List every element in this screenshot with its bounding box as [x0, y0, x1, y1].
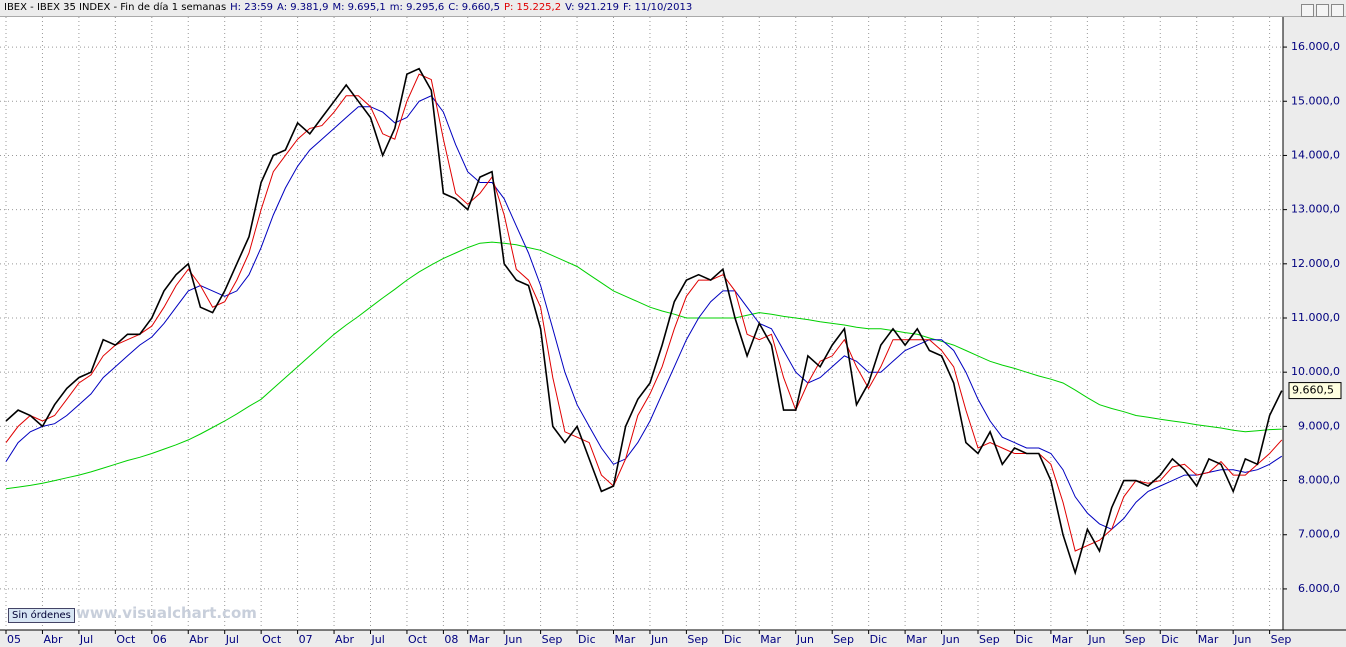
y-tick-label: 10.000,0 [1291, 365, 1340, 378]
x-tick-label: Mar [1198, 633, 1219, 646]
x-tick-label: Sep [833, 633, 854, 646]
x-tick-label: Jul [225, 633, 239, 646]
x-tick-label: 05 [7, 633, 21, 646]
header-bar: IBEX - IBEX 35 INDEX - Fin de día 1 sema… [0, 0, 1346, 17]
x-tick-label: Jun [942, 633, 960, 646]
x-tick-label: Jun [1233, 633, 1251, 646]
x-tick-label: Dic [1015, 633, 1033, 646]
x-tick-label: Abr [189, 633, 209, 646]
x-tick-label: Dic [870, 633, 888, 646]
x-tick-label: Jul [371, 633, 385, 646]
x-tick-label: Jun [1087, 633, 1105, 646]
header-field: A: 9.381,9 [277, 2, 329, 13]
x-tick-label: Abr [43, 633, 63, 646]
x-tick-label: Mar [906, 633, 927, 646]
header-field: F: 11/10/2013 [623, 2, 693, 13]
x-tick-label: Abr [335, 633, 355, 646]
y-tick-label: 14.000,0 [1291, 148, 1340, 161]
minimize-button[interactable] [1301, 4, 1314, 17]
y-tick-label: 15.000,0 [1291, 94, 1340, 107]
x-tick-label: Dic [578, 633, 596, 646]
x-tick-label: Jun [650, 633, 668, 646]
last-value-label: 9.660,5 [1292, 384, 1334, 397]
header-field: m: 9.295,6 [389, 2, 445, 13]
x-tick-label: Jul [79, 633, 93, 646]
maximize-button[interactable] [1316, 4, 1329, 17]
x-tick-label: Jun [504, 633, 522, 646]
x-tick-label: Dic [724, 633, 742, 646]
series-line [5, 241, 1282, 490]
status-button[interactable]: Sin órdenes [8, 608, 75, 623]
x-tick-label: Oct [116, 633, 136, 646]
close-button[interactable] [1331, 4, 1344, 17]
x-tick-label: Mar [615, 633, 636, 646]
watermark: www.visualchart.com [76, 604, 257, 622]
header-field: V: 921.219 [565, 2, 620, 13]
y-axis-panel [1283, 17, 1346, 647]
x-tick-label: 08 [444, 633, 458, 646]
x-tick-label: Mar [1052, 633, 1073, 646]
x-tick-label: Oct [262, 633, 282, 646]
last-value-box [1288, 382, 1342, 400]
x-tick-label: 07 [299, 633, 313, 646]
y-tick-label: 7.000,0 [1298, 528, 1340, 541]
header-field: H: 23:59 [230, 2, 274, 13]
header-title: IBEX - IBEX 35 INDEX - Fin de día 1 sema… [4, 2, 227, 13]
series-line [5, 95, 1283, 530]
x-tick-label: Dic [1161, 633, 1179, 646]
x-tick-label: Sep [542, 633, 563, 646]
y-tick-label: 12.000,0 [1291, 257, 1340, 270]
y-tick-label: 11.000,0 [1291, 311, 1340, 324]
header-field: M: 9.695,1 [332, 2, 386, 13]
y-tick-label: 9.000,0 [1298, 419, 1340, 432]
x-tick-label: Sep [1125, 633, 1146, 646]
header-field: C: 9.660,5 [448, 2, 500, 13]
window-buttons [1299, 2, 1344, 21]
x-tick-label: Mar [760, 633, 781, 646]
y-tick-label: 16.000,0 [1291, 40, 1340, 53]
x-axis-panel [0, 630, 1346, 647]
header-field: P: 15.225,2 [503, 2, 562, 13]
series-line [5, 73, 1283, 552]
x-tick-label: Mar [469, 633, 490, 646]
y-tick-label: 8.000,0 [1298, 474, 1340, 487]
x-tick-label: 06 [153, 633, 167, 646]
y-tick-label: 6.000,0 [1298, 582, 1340, 595]
x-tick-label: Jun [796, 633, 814, 646]
series-line [5, 67, 1283, 576]
x-tick-label: Sep [979, 633, 1000, 646]
x-tick-label: Oct [408, 633, 428, 646]
x-tick-label: Sep [687, 633, 708, 646]
x-tick-label: Sep [1271, 633, 1292, 646]
y-tick-label: 13.000,0 [1291, 203, 1340, 216]
